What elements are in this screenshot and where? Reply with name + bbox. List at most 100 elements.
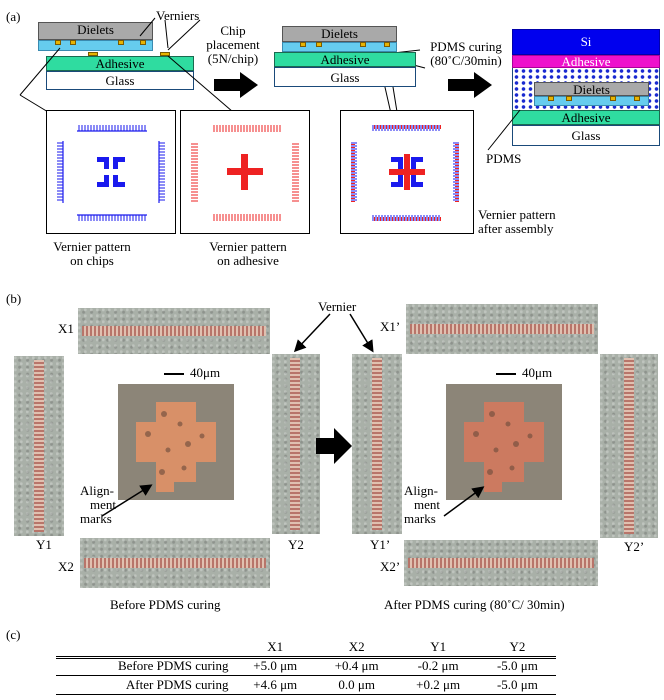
- table-header-cell: X1: [267, 639, 284, 654]
- alignment-mark-shape: [136, 402, 216, 492]
- step1-line: placement: [206, 37, 260, 52]
- label-x2: X2: [58, 559, 74, 574]
- chip-coating-layer: [282, 42, 397, 52]
- vernier-assembly-box: [340, 110, 474, 234]
- label-y2: Y2: [288, 537, 304, 552]
- pdms-leader-line: [487, 109, 521, 151]
- process-arrow-icon: [448, 72, 492, 98]
- table-cell: +0.2 μm: [416, 677, 461, 692]
- results-table: X1 X2 Y1 Y2 Before PDMS curing +5.0 μm +…: [56, 638, 556, 695]
- dielets-layer: Dielets: [38, 22, 153, 40]
- top-adhesive-layer: Adhesive: [512, 55, 660, 68]
- table-header-cell: Y2: [509, 639, 526, 654]
- table-row: After PDMS curing +4.6 μm 0.0 μm +0.2 μm…: [56, 676, 556, 695]
- label-y1-after: Y1’: [370, 537, 391, 552]
- label-x1-after: X1’: [380, 319, 401, 334]
- glass-layer: Glass: [274, 67, 416, 87]
- table-header-row: X1 X2 Y1 Y2: [56, 638, 556, 657]
- caption-line: on chips: [70, 253, 114, 268]
- panel-a-leader-lines: [19, 17, 426, 119]
- vernier-pad: [140, 40, 146, 45]
- caption-line: Vernier pattern: [209, 239, 287, 254]
- table-cell: 0.0 μm: [338, 677, 375, 692]
- vernier-label: Vernier: [318, 299, 357, 314]
- marks-line: ment: [414, 497, 440, 512]
- verniers-label: Verniers: [156, 8, 200, 23]
- vernier-pad: [55, 40, 61, 45]
- step-pdms-curing: PDMS curing (80˚C/30min): [418, 40, 514, 68]
- vernier-pad: [300, 42, 306, 47]
- adhesive-vernier-pattern: [191, 125, 299, 221]
- vernier-photo-y2-after: [600, 354, 658, 538]
- caption-vernier-assembly: Vernier pattern after assembly: [478, 208, 556, 236]
- vernier-pad: [70, 40, 76, 45]
- label-y2-after: Y2’: [624, 539, 645, 554]
- step-chip-placement: Chip placement (5N/chip): [196, 24, 270, 66]
- table-row: Before PDMS curing +5.0 μm +0.4 μm -0.2 …: [56, 657, 556, 676]
- panel-a-label: (a): [6, 9, 21, 24]
- caption-line: Vernier pattern: [53, 239, 131, 254]
- label-x2-after: X2’: [380, 559, 401, 574]
- si-layer: Si: [512, 29, 660, 55]
- table-cell: After PDMS curing: [125, 677, 229, 692]
- marks-line: Align-: [80, 483, 114, 498]
- table-cell: -5.0 μm: [496, 677, 538, 692]
- label-y1: Y1: [36, 537, 52, 552]
- adhesive-layer: Adhesive: [512, 110, 660, 125]
- label-x1: X1: [58, 321, 74, 336]
- step1-line: (5N/chip): [207, 51, 259, 66]
- marks-line: ment: [90, 497, 116, 512]
- vernier-pad: [384, 42, 390, 47]
- table-cell: Before PDMS curing: [117, 658, 229, 673]
- vernier-pad: [610, 96, 616, 101]
- alignment-marks-label: Align- ment marks: [80, 484, 116, 526]
- adhesive-layer: Adhesive: [46, 56, 194, 71]
- vernier-photo-x2-after: [404, 540, 598, 586]
- panel-b-label: (b): [6, 291, 22, 306]
- scale-bar: [496, 373, 516, 375]
- step2-line: (80˚C/30min): [430, 53, 502, 68]
- vernier-pad: [118, 40, 124, 45]
- adhesive-layer: Adhesive: [274, 52, 416, 67]
- scale-label: 40μm: [190, 365, 221, 380]
- pdms-label: PDMS: [486, 151, 522, 166]
- transition-arrow-icon: [316, 428, 352, 464]
- vernier-pad: [566, 96, 572, 101]
- glass-layer: Glass: [512, 125, 660, 146]
- table-header-cell: [56, 638, 234, 657]
- table-header-cell: X2: [348, 639, 365, 654]
- panel-b-arrows: [101, 313, 485, 517]
- caption-vernier-chips: Vernier pattern on chips: [22, 240, 162, 268]
- chip-vernier-pattern: [57, 125, 165, 221]
- process-arrow-icon: [214, 72, 258, 98]
- caption-line: on adhesive: [217, 253, 279, 268]
- vernier-photo-y2: [272, 354, 320, 534]
- marks-line: marks: [404, 511, 436, 526]
- marks-line: Align-: [404, 483, 438, 498]
- table-header-cell: Y1: [430, 639, 447, 654]
- table-cell: +4.6 μm: [253, 677, 298, 692]
- table-cell: +5.0 μm: [253, 658, 298, 673]
- assembly-vernier-pattern: [351, 125, 459, 221]
- caption-after-curing: After PDMS curing (80˚C/ 30min): [384, 597, 565, 612]
- table-cell: +0.4 μm: [334, 658, 379, 673]
- vernier-adhesive-box: [180, 110, 310, 234]
- dielets-layer: Dielets: [534, 82, 649, 96]
- vernier-pad: [548, 96, 554, 101]
- alignment-mark-photo-after: [446, 384, 562, 500]
- caption-vernier-adhesive: Vernier pattern on adhesive: [178, 240, 318, 268]
- caption-before-curing: Before PDMS curing: [110, 597, 221, 612]
- scale-label: 40μm: [522, 365, 553, 380]
- vernier-photo-x2: [80, 538, 270, 588]
- vernier-pad: [360, 42, 366, 47]
- vernier-pad: [634, 96, 640, 101]
- table-rule: [56, 658, 556, 659]
- chip-coating-layer: [534, 96, 649, 106]
- vernier-photo-x1: [78, 308, 270, 354]
- vernier-pad: [88, 52, 98, 56]
- alignment-mark-shape: [464, 402, 544, 492]
- step2-line: PDMS curing: [430, 39, 502, 54]
- caption-line: after assembly: [478, 221, 554, 236]
- vernier-chip-box: [46, 110, 176, 234]
- scale-bar: [164, 373, 184, 375]
